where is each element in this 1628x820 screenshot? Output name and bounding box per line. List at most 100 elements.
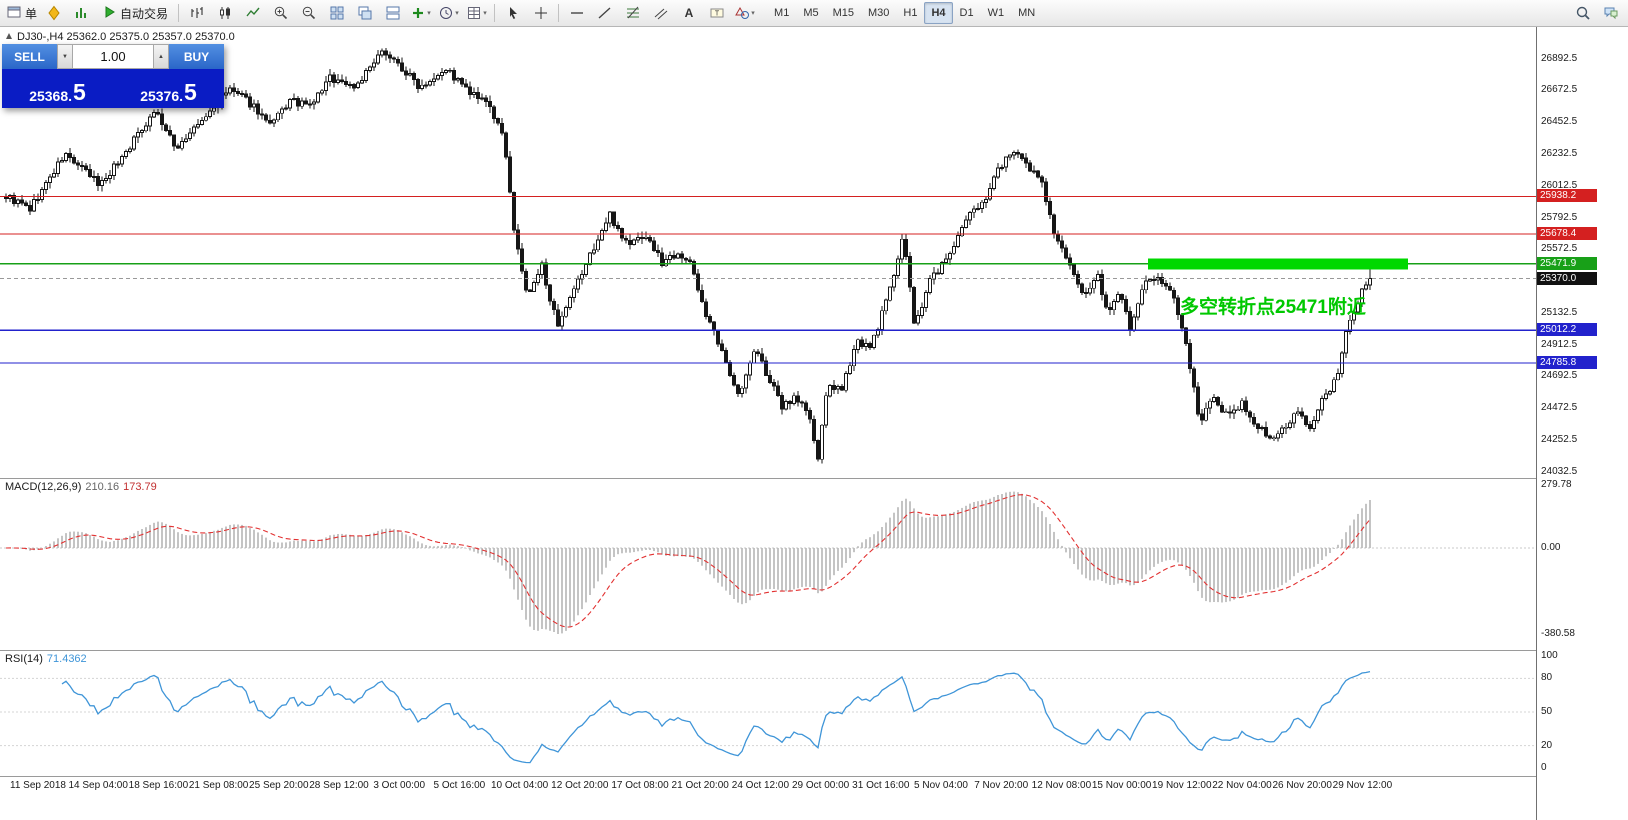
rsi-name: RSI(14) bbox=[5, 653, 43, 665]
annotation-text: 多空转折点25471附近 bbox=[1180, 297, 1366, 318]
price-level-tag[interactable]: 25471.9 bbox=[1537, 256, 1597, 270]
buy-button[interactable]: BUY bbox=[169, 44, 224, 69]
new-chart-button[interactable] bbox=[68, 2, 95, 24]
macd-label: MACD(12,26,9) 210.16 173.79 bbox=[5, 481, 157, 493]
sell-price[interactable]: 25368. 5 bbox=[2, 69, 113, 108]
date-tick: 28 Sep 12:00 bbox=[309, 780, 369, 791]
channel-button[interactable] bbox=[647, 2, 674, 24]
price-axis[interactable]: 26892.5 26672.5 26452.5 26232.5 26012.5 25792… bbox=[1536, 27, 1628, 820]
macd-tick: -380.58 bbox=[1541, 627, 1575, 639]
price-tick: 25572.5 bbox=[1541, 243, 1578, 255]
price-level-tag[interactable]: 25012.2 bbox=[1537, 323, 1597, 337]
sell-button[interactable]: SELL bbox=[2, 44, 57, 69]
price-level-tag[interactable]: 24785.8 bbox=[1537, 355, 1597, 369]
bars-chart-button[interactable] bbox=[183, 2, 210, 24]
rsi-tick: 20 bbox=[1541, 739, 1553, 751]
date-tick: 12 Nov 08:00 bbox=[1031, 780, 1092, 791]
tile-windows-button[interactable] bbox=[323, 2, 350, 24]
rsi-tick: 50 bbox=[1541, 706, 1553, 717]
symbol-ohlc-text: DJ30-,H4 25362.0 25375.0 25357.0 25370.0 bbox=[17, 31, 235, 43]
fibonacci-icon bbox=[625, 5, 641, 21]
cursor-button[interactable] bbox=[499, 2, 526, 24]
date-tick: 24 Oct 12:00 bbox=[731, 780, 790, 791]
crosshair-icon bbox=[533, 5, 549, 21]
pane-separator bbox=[0, 776, 1628, 777]
tf-mn-button[interactable]: MN bbox=[1018, 7, 1036, 19]
label-button[interactable]: T bbox=[703, 2, 730, 24]
chevron-down-icon: ▾ bbox=[483, 10, 487, 17]
search-icon bbox=[1575, 5, 1591, 21]
zoom-in-button[interactable] bbox=[267, 2, 294, 24]
trendline-icon bbox=[597, 5, 613, 21]
price-tick: 26232.5 bbox=[1541, 147, 1578, 159]
candlestick-chart-icon bbox=[217, 5, 233, 21]
volume-up-button[interactable]: ▲ bbox=[153, 44, 169, 69]
zoom-out-button[interactable] bbox=[295, 2, 322, 24]
candlestick-chart-button[interactable] bbox=[211, 2, 238, 24]
rsi-tick: 100 bbox=[1541, 650, 1558, 661]
tf-d1-button[interactable]: D1 bbox=[959, 7, 974, 19]
search-button[interactable] bbox=[1569, 2, 1596, 24]
line-chart-icon bbox=[245, 5, 261, 21]
macd-indicator-pane[interactable] bbox=[0, 479, 1536, 649]
arrange-windows-icon bbox=[385, 5, 401, 21]
tf-h4-button[interactable]: H4 bbox=[924, 2, 953, 24]
indicators-button[interactable]: ▾ bbox=[407, 2, 434, 24]
rsi-value: 71.4362 bbox=[46, 653, 87, 665]
price-tick: 25792.5 bbox=[1541, 211, 1578, 223]
date-tick: 18 Sep 16:00 bbox=[128, 780, 189, 791]
date-tick: 29 Oct 00:00 bbox=[791, 780, 850, 791]
cycles-clock-icon bbox=[438, 5, 454, 21]
date-tick: 5 Oct 16:00 bbox=[433, 780, 486, 791]
pane-separator[interactable] bbox=[0, 478, 1628, 479]
highlight-box[interactable] bbox=[1148, 258, 1408, 270]
price-level-tag[interactable]: 25938.2 bbox=[1537, 189, 1597, 203]
symbol-ohlc-bar: DJ30-,H4 25362.0 25375.0 25357.0 25370.0 bbox=[5, 31, 235, 43]
line-chart-button[interactable] bbox=[239, 2, 266, 24]
autotrading-button[interactable]: 自动交易 bbox=[96, 2, 174, 24]
fibonacci-button[interactable] bbox=[619, 2, 646, 24]
tf-m30-button[interactable]: M30 bbox=[868, 7, 890, 19]
macd-tick: 0.00 bbox=[1541, 542, 1561, 553]
price-tick: 26892.5 bbox=[1541, 52, 1578, 64]
volume-down-button[interactable]: ▼ bbox=[57, 44, 73, 69]
text-button[interactable]: A bbox=[675, 2, 702, 24]
rsi-tick: 0 bbox=[1541, 762, 1547, 773]
chart-marker-icon bbox=[5, 31, 13, 43]
cascade-windows-button[interactable] bbox=[351, 2, 378, 24]
macd-value-main: 210.16 bbox=[85, 481, 120, 493]
volume-input[interactable]: 1.00 bbox=[73, 44, 153, 69]
macd-name: MACD(12,26,9) bbox=[5, 481, 82, 493]
date-tick: 11 Sep 2018 bbox=[10, 780, 66, 791]
horizontal-line-button[interactable] bbox=[563, 2, 590, 24]
chat-button[interactable] bbox=[1597, 2, 1624, 24]
trendline-button[interactable] bbox=[591, 2, 618, 24]
tf-m15-button[interactable]: M15 bbox=[832, 7, 854, 19]
main-candlestick-chart[interactable] bbox=[0, 28, 1536, 478]
autotrading-label: 自动交易 bbox=[120, 6, 169, 21]
cycles-button[interactable]: ▾ bbox=[435, 2, 462, 24]
tf-h1-button[interactable]: H1 bbox=[903, 7, 918, 19]
pane-separator[interactable] bbox=[0, 650, 1628, 651]
crosshair-button[interactable] bbox=[527, 2, 554, 24]
tf-w1-button[interactable]: W1 bbox=[987, 7, 1005, 19]
tf-m5-button[interactable]: M5 bbox=[803, 7, 819, 19]
date-axis[interactable]: 11 Sep 2018 14 Sep 04:00 18 Sep 16:00 21 Se… bbox=[0, 777, 1536, 799]
new-order-button[interactable] bbox=[40, 2, 67, 24]
price-tick: 26672.5 bbox=[1541, 84, 1578, 96]
price-level-tag[interactable]: 25370.0 bbox=[1537, 271, 1597, 285]
indicators-add-icon bbox=[410, 5, 426, 21]
sell-price-big: 5 bbox=[73, 79, 86, 106]
buy-price[interactable]: 25376. 5 bbox=[113, 69, 224, 108]
price-level-tag[interactable]: 25678.4 bbox=[1537, 226, 1597, 240]
rsi-indicator-pane[interactable] bbox=[0, 651, 1536, 775]
templates-button[interactable]: ▾ bbox=[463, 2, 490, 24]
arrange-windows-button[interactable] bbox=[379, 2, 406, 24]
date-tick: 31 Oct 16:00 bbox=[852, 780, 910, 791]
date-tick: 5 Nov 04:00 bbox=[914, 780, 968, 791]
price-tick: 24252.5 bbox=[1541, 434, 1578, 446]
price-tick: 26452.5 bbox=[1541, 116, 1578, 128]
tf-m1-button[interactable]: M1 bbox=[774, 7, 790, 19]
shapes-button[interactable]: ▾ bbox=[731, 2, 758, 24]
timeframe-group: M1 M5 M15 M30 H1 H4 D1 W1 MN bbox=[767, 2, 1042, 24]
